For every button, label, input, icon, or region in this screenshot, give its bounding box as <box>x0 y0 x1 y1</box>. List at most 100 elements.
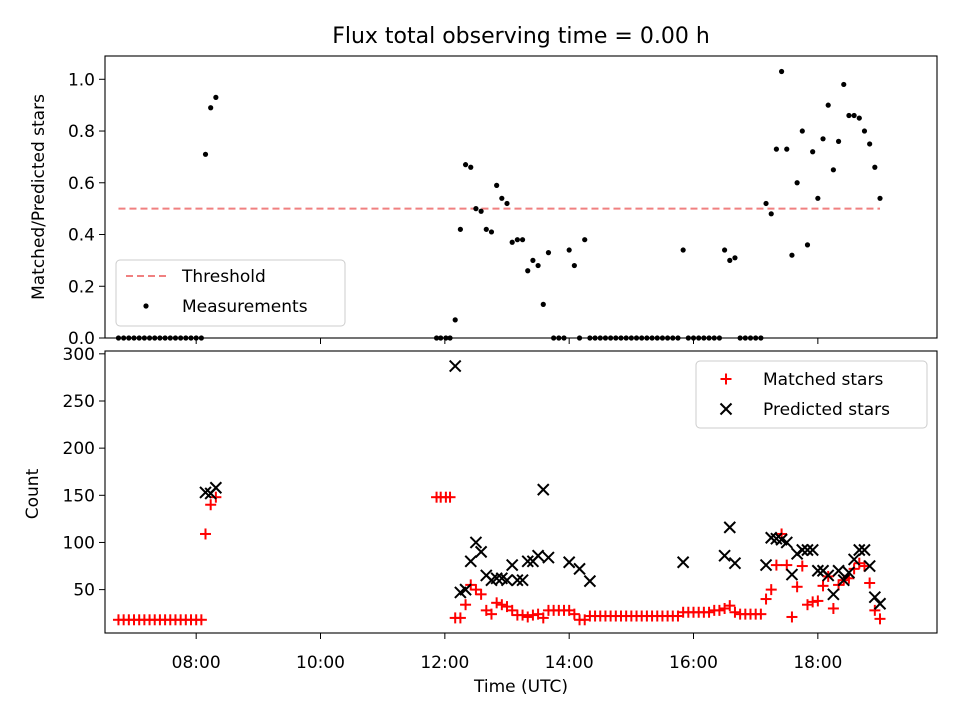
measurement-point <box>483 226 489 232</box>
measurement-point <box>773 146 780 152</box>
predicted-star-point <box>842 566 856 579</box>
measurement-point <box>758 335 764 341</box>
measurement-point <box>784 146 790 152</box>
measurement-point <box>115 335 122 341</box>
measurement-point <box>462 162 469 168</box>
predicted-star-point <box>521 555 534 568</box>
y-tick-label: 0.0 <box>68 329 95 349</box>
predicted-star-point <box>209 481 223 494</box>
measurement-point <box>716 335 723 341</box>
measurement-point <box>872 164 878 170</box>
matched-star-point <box>791 581 803 593</box>
top-legend: Threshold Measurements <box>115 259 346 327</box>
measurement-point <box>438 335 444 341</box>
y-tick-label: 100 <box>63 533 95 553</box>
measurement-point <box>167 335 173 341</box>
predicted-star-point <box>796 543 809 557</box>
measurement-point <box>877 195 883 201</box>
measurement-point <box>825 102 831 108</box>
measurement-point <box>830 167 836 173</box>
y-tick-label: 50 <box>73 581 95 601</box>
matched-star-point <box>444 491 456 503</box>
measurement-point <box>571 262 577 269</box>
measurement-point <box>701 335 707 341</box>
measurement-point <box>721 247 728 253</box>
matched-star-point <box>506 604 518 616</box>
measurement-point <box>146 335 153 341</box>
plus-marker <box>720 373 732 385</box>
matched-star-point <box>454 612 466 624</box>
predicted-star-point <box>474 545 488 559</box>
measurement-point <box>183 335 189 341</box>
predicted-star-point <box>676 556 690 569</box>
measurement-point <box>727 257 733 263</box>
measurement-point <box>799 128 805 134</box>
measurement-point <box>665 335 671 341</box>
measurement-point <box>794 180 800 186</box>
measurement-point <box>680 247 686 253</box>
measurement-point <box>696 335 702 341</box>
matched-star-point <box>568 608 580 620</box>
matched-star-point <box>200 528 212 540</box>
measurement-point <box>157 335 163 341</box>
measurement-point <box>514 237 520 243</box>
matched-star-point <box>755 608 767 620</box>
x-axis-label: Time (UTC) <box>473 677 568 697</box>
y-tick-label: 300 <box>63 345 95 365</box>
measurement-point <box>535 262 541 269</box>
matched-star-point <box>496 599 508 611</box>
predicted-star-point <box>723 521 736 534</box>
predicted-star-point <box>448 359 462 373</box>
measurement-point <box>556 335 562 341</box>
matched-star-point <box>729 606 741 618</box>
measurement-point <box>608 335 614 341</box>
predicted-star-point <box>531 549 545 562</box>
predicted-star-point <box>537 483 550 496</box>
measurement-point <box>193 335 199 341</box>
matched-star-point <box>537 612 549 624</box>
x-tick-label: 12:00 <box>420 653 469 673</box>
predicted-star-point <box>490 572 503 585</box>
measurement-point <box>178 335 184 341</box>
matched-star-point <box>195 614 207 626</box>
matched-star-point <box>770 559 782 571</box>
predicted-star-point <box>718 549 731 562</box>
measurement-point <box>162 335 168 341</box>
matched-star-point <box>470 584 482 596</box>
matched-star-point <box>786 611 798 623</box>
predicted-star-point <box>511 573 524 587</box>
measurement-point <box>649 335 655 341</box>
measurement-point <box>457 226 463 232</box>
predicted-star-point <box>500 573 514 587</box>
measurements-legend-label: Measurements <box>182 297 308 317</box>
measurement-point <box>768 211 774 217</box>
measurement-point <box>188 335 194 341</box>
matched-star-point <box>765 584 777 596</box>
predicted-star-point <box>858 543 871 557</box>
matched-star-point <box>869 604 881 616</box>
measurement-point <box>835 138 842 144</box>
measurement-point <box>566 247 572 253</box>
predicted-star-point <box>505 558 519 572</box>
top-legend-box <box>115 259 346 327</box>
measurement-point <box>494 182 500 188</box>
predicted-star-point <box>832 564 845 577</box>
y-tick-label: 200 <box>63 439 95 459</box>
y-tick-label: 150 <box>63 486 95 506</box>
measurement-point <box>545 250 552 256</box>
predicted-star-point <box>811 564 825 577</box>
measurement-point <box>198 335 204 341</box>
measurement-point <box>452 317 458 323</box>
x-tick-label: 10:00 <box>296 653 345 673</box>
matched-star-point <box>864 577 876 589</box>
x-tick-label: 14:00 <box>545 653 594 673</box>
measurement-point <box>540 301 546 307</box>
measurement-point <box>851 112 857 119</box>
predicted-star-point <box>542 551 555 564</box>
measurement-point <box>867 141 873 147</box>
x-tick-label: 16:00 <box>669 653 718 673</box>
top-axes-frame <box>104 55 938 339</box>
bottom-legend-box <box>695 360 928 429</box>
y-tick-label: 0.8 <box>68 122 95 142</box>
